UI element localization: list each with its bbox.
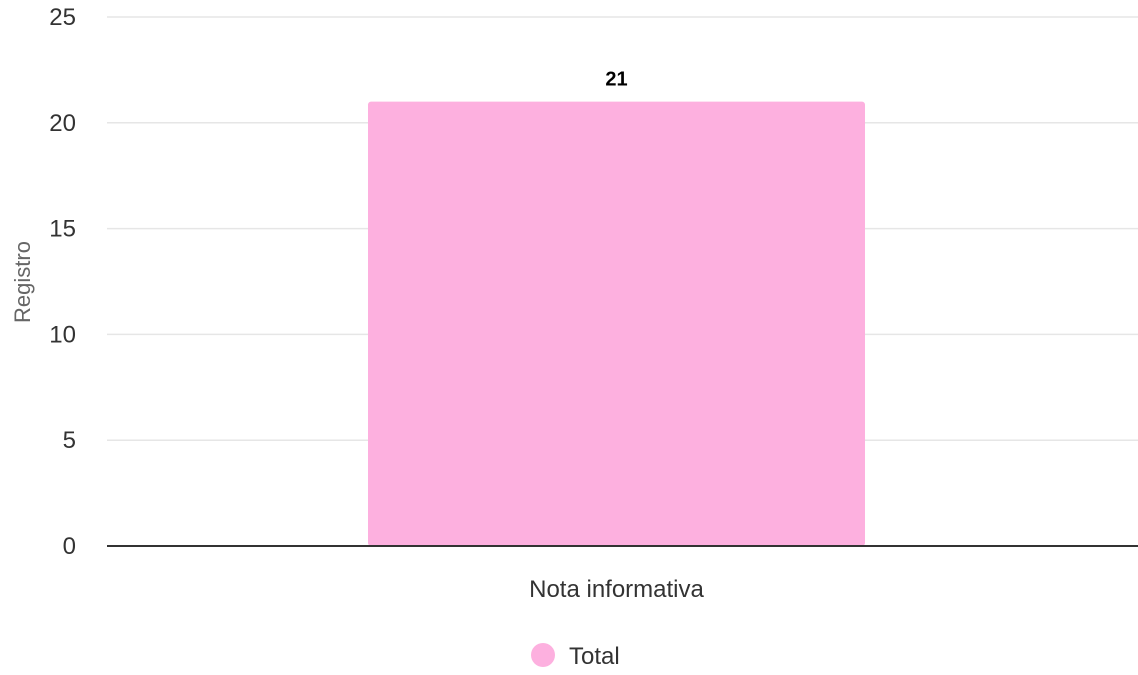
y-tick-label-25: 25	[49, 4, 76, 31]
y-axis-title: Registro	[10, 241, 35, 323]
legend: Total	[531, 643, 620, 670]
x-tick-label-0: Nota informativa	[529, 576, 704, 603]
labels: 0 5 10 15 20 25 21 Nota informativa	[49, 4, 704, 603]
y-tick-label-10: 10	[49, 321, 76, 348]
legend-swatch-total	[531, 643, 555, 667]
bar-0-0	[368, 101, 865, 546]
bars	[368, 101, 865, 546]
y-tick-label-15: 15	[49, 216, 76, 243]
data-label-0: 21	[605, 69, 627, 91]
legend-label-total: Total	[569, 643, 620, 670]
y-tick-label-20: 20	[49, 110, 76, 137]
y-tick-label-0: 0	[63, 533, 76, 560]
y-tick-label-5: 5	[63, 427, 76, 454]
